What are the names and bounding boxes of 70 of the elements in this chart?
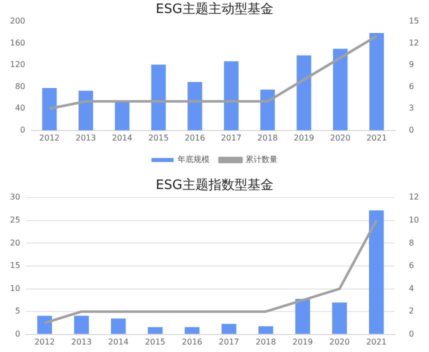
y2-tick-label: 2	[408, 306, 414, 316]
x-tick-label: 2012	[39, 133, 60, 142]
x-tick-label: 2020	[330, 133, 350, 142]
bar	[188, 82, 202, 130]
legend-label: 累计数量	[246, 155, 278, 164]
bar	[369, 210, 384, 334]
x-tick-label: 2017	[221, 133, 242, 142]
y-tick-label: 0	[20, 125, 26, 134]
bar	[260, 90, 275, 130]
y2-tick-label: 8	[408, 238, 414, 248]
x-tick-label: 2014	[108, 337, 129, 346]
bar	[184, 327, 200, 334]
x-tick-label: 2021	[366, 337, 387, 346]
y2-tick-label: 12	[408, 192, 420, 202]
y-tick-label: 200	[10, 16, 26, 26]
x-tick-label: 2013	[71, 337, 92, 346]
chart-title: ESG主题主动型基金	[156, 1, 274, 18]
x-tick-label: 2015	[148, 133, 169, 142]
y2-tick-label: 9	[408, 60, 414, 70]
bar	[74, 316, 89, 334]
x-tick-label: 2012	[34, 337, 55, 346]
y-tick-label: 40	[15, 104, 26, 113]
y-tick-label: 0	[15, 329, 20, 338]
bar	[332, 302, 347, 334]
bar	[333, 48, 348, 130]
y-tick-label: 20	[10, 238, 20, 248]
x-tick-label: 2018	[257, 133, 278, 142]
y2-tick-label: 15	[408, 16, 420, 26]
legend-label: 年底规模	[178, 155, 210, 164]
y-tick-label: 15	[10, 261, 20, 270]
chart-title: ESG主题指数型基金	[156, 177, 274, 194]
x-tick-label: 2016	[184, 133, 206, 142]
x-tick-label: 2021	[366, 133, 387, 142]
bar	[110, 318, 126, 334]
x-tick-label: 2019	[292, 337, 313, 346]
x-tick-label: 2020	[329, 337, 350, 346]
y-tick-label: 25	[10, 215, 20, 224]
x-tick-label: 2017	[218, 337, 240, 346]
y-tick-label: 5	[15, 306, 20, 316]
y2-tick-label: 3	[408, 104, 414, 113]
y2-tick-label: 10	[408, 215, 420, 224]
x-tick-label: 2014	[112, 133, 132, 142]
y-tick-label: 30	[10, 192, 20, 202]
bar	[114, 101, 130, 130]
y-tick-label: 80	[15, 82, 26, 91]
x-tick-label: 2016	[182, 337, 202, 346]
bar	[37, 316, 52, 334]
y2-tick-label: 6	[408, 82, 414, 91]
y2-tick-label: 0	[408, 329, 414, 338]
bar	[295, 298, 310, 334]
bar	[258, 326, 274, 334]
y2-tick-label: 4	[408, 284, 414, 293]
y-tick-label: 160	[10, 38, 26, 48]
x-tick-label: 2013	[76, 133, 96, 142]
bar	[151, 64, 166, 130]
bar	[224, 61, 238, 130]
bar	[148, 327, 163, 334]
bar	[222, 324, 236, 334]
y-tick-label: 10	[10, 284, 20, 293]
x-tick-label: 2018	[256, 337, 276, 346]
bar	[296, 55, 312, 130]
y2-tick-label: 6	[408, 261, 414, 270]
x-tick-label: 2019	[294, 133, 314, 142]
x-tick-label: 2015	[145, 337, 166, 346]
bar	[78, 90, 94, 130]
y2-tick-label: 12	[408, 38, 420, 48]
bar	[369, 33, 384, 130]
y-tick-label: 120	[10, 60, 26, 70]
bar	[42, 88, 57, 130]
y2-tick-label: 0	[408, 125, 414, 134]
